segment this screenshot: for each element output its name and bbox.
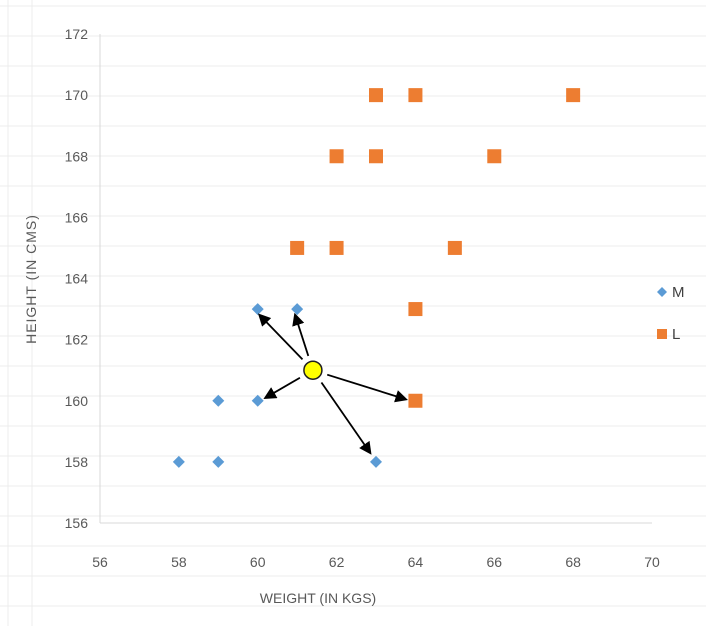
data-point-l [290, 240, 305, 255]
neighbor-arrow [326, 373, 408, 403]
y-tick-label: 162 [65, 332, 89, 348]
data-point-m [370, 455, 382, 468]
x-tick-label: 64 [408, 554, 424, 570]
x-tick-label: 58 [171, 554, 187, 570]
data-point-m [251, 394, 264, 407]
neighbor-arrow [320, 382, 372, 455]
data-point-l [447, 240, 462, 255]
y-tick-label: 160 [65, 393, 89, 409]
data-point-m [172, 455, 185, 468]
data-point-l [408, 88, 423, 103]
data-point-m [291, 303, 304, 316]
data-point-l [329, 240, 344, 255]
x-tick-label: 66 [486, 554, 502, 570]
y-tick-label: 158 [65, 454, 89, 470]
y-axis-title: HEIGHT (IN CMS) [23, 214, 39, 344]
data-point-l [408, 302, 423, 317]
y-tick-label: 172 [65, 26, 89, 42]
data-point-m [251, 303, 264, 316]
data-point-m [212, 455, 225, 468]
y-tick-label: 166 [65, 209, 89, 225]
legend-label-m: M [672, 284, 685, 301]
neighbor-arrow [257, 313, 304, 361]
neighbor-arrow [263, 376, 301, 399]
neighbor-arrow [292, 312, 310, 357]
legend-label-l: L [672, 326, 680, 343]
data-point-l [329, 149, 344, 164]
y-tick-label: 170 [65, 87, 89, 103]
x-tick-label: 62 [329, 554, 345, 570]
legend-marker-l [657, 329, 667, 339]
data-point-l [408, 393, 423, 408]
data-point-l [369, 88, 383, 103]
x-tick-label: 70 [644, 554, 660, 570]
x-tick-label: 68 [565, 554, 581, 570]
x-tick-label: 56 [92, 554, 108, 570]
x-axis-title: WEIGHT (IN KGS) [260, 590, 376, 606]
y-tick-label: 168 [65, 148, 89, 164]
x-tick-label: 60 [250, 554, 266, 570]
y-tick-label: 164 [65, 271, 89, 287]
data-point-l [566, 88, 581, 103]
query-point [303, 360, 323, 380]
data-point-l [369, 149, 383, 164]
data-point-m [212, 394, 225, 407]
data-point-l [487, 149, 502, 164]
legend-marker-m [657, 287, 667, 297]
y-tick-label: 156 [65, 515, 89, 531]
